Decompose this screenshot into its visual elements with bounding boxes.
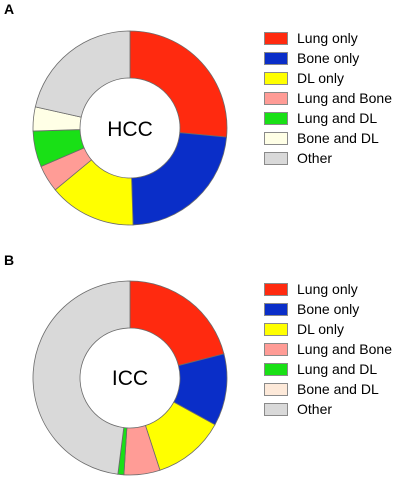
legend-swatch — [264, 32, 288, 45]
legend-swatch — [264, 343, 288, 356]
slice-lung-only — [129, 280, 225, 367]
slice-lung-only — [129, 30, 228, 138]
panel-label: B — [4, 252, 15, 268]
legend-swatch — [264, 303, 288, 316]
legend-label: Lung and Bone — [297, 90, 392, 106]
panel-label: A — [4, 1, 15, 17]
legend-swatch — [264, 403, 288, 416]
legend-swatch — [264, 72, 288, 85]
legend-swatch — [264, 92, 288, 105]
legend-label: Lung only — [297, 30, 358, 46]
slice-other — [34, 30, 131, 118]
legend-swatch — [264, 323, 288, 336]
legend-label: Bone only — [297, 301, 360, 317]
legend-label: Other — [297, 150, 333, 166]
legend-label: Lung and DL — [297, 110, 378, 126]
slice-bone-only — [131, 132, 228, 226]
legend-label: Bone and DL — [297, 130, 379, 146]
center-label: HCC — [107, 118, 153, 141]
legend-label: Bone only — [297, 50, 360, 66]
donut-chart-hcc: HCC — [32, 30, 228, 226]
legend-label: Lung only — [297, 281, 358, 297]
legend-swatch — [264, 132, 288, 145]
panel-a: A HCC Lung only Bone only DL only Lung and … — [0, 0, 410, 250]
slice-other — [32, 280, 131, 475]
legend-label: Lung and Bone — [297, 341, 392, 357]
donut-chart-icc: ICC — [32, 280, 228, 476]
legend-label: Lung and DL — [297, 361, 378, 377]
legend-label: DL only — [297, 70, 344, 86]
legend-label: Other — [297, 401, 333, 417]
legend-swatch — [264, 363, 288, 376]
legend-swatch — [264, 283, 288, 296]
legend-swatch — [264, 112, 288, 125]
legend-label: Bone and DL — [297, 381, 379, 397]
panel-b: B ICC Lung only Bone only DL only Lung and … — [0, 251, 410, 501]
legend-swatch — [264, 52, 288, 65]
center-label: ICC — [112, 367, 148, 390]
legend-swatch — [264, 383, 288, 396]
legend-label: DL only — [297, 321, 344, 337]
legend-swatch — [264, 152, 288, 165]
